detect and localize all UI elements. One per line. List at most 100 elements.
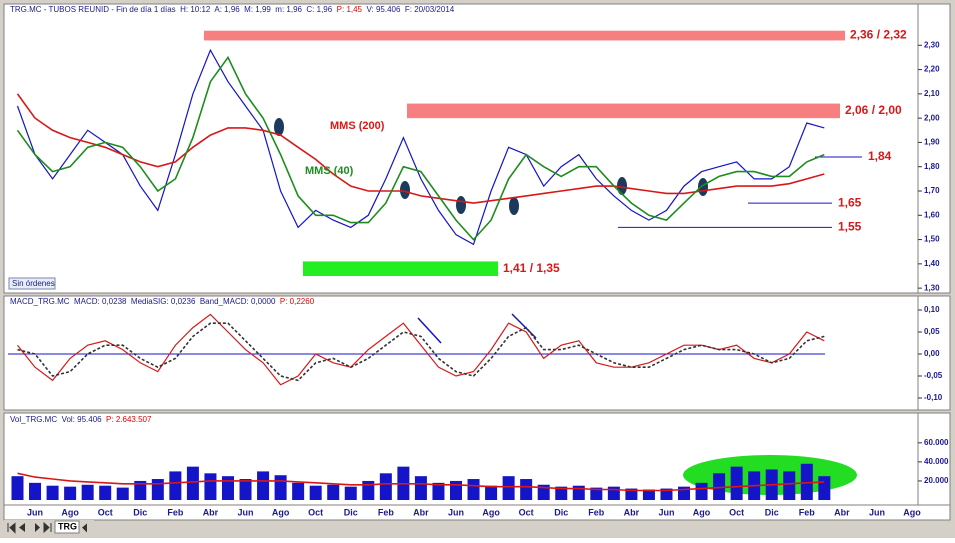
bar [186, 466, 199, 500]
x-tick-label: Ago [61, 507, 79, 517]
y-tick-label: 1,80 [924, 162, 940, 171]
y-tick-label: -0,05 [924, 371, 943, 380]
x-tick-label: Dic [344, 507, 358, 517]
zone-label: 2,36 / 2,32 [850, 28, 907, 42]
x-tick-label: Feb [167, 507, 184, 517]
nav-next[interactable] [35, 523, 40, 532]
bar [520, 479, 533, 500]
series-line [16, 55, 825, 241]
header-part: P: 1,45 [337, 5, 363, 14]
bar [414, 476, 427, 500]
button-box[interactable] [8, 277, 56, 290]
y-tick-label: 1,30 [924, 283, 940, 292]
bar [239, 479, 252, 500]
bar [362, 480, 375, 500]
bar [642, 489, 655, 500]
x-tick-label: Oct [729, 507, 744, 517]
x-tick-label: Abr [834, 507, 850, 517]
bar [625, 488, 638, 500]
header-part: MACD_TRG.MC MACD: 0,0238 MediaSIG: 0,023… [10, 297, 280, 306]
y-tick-label: 60.000 [924, 438, 949, 447]
tab[interactable] [54, 520, 80, 534]
bar [800, 463, 813, 500]
nav-last[interactable] [43, 521, 52, 534]
nav-first[interactable] [7, 522, 16, 534]
bar [607, 486, 620, 500]
bar [327, 484, 340, 500]
bar [46, 485, 59, 500]
y-tick-label: 2,20 [924, 65, 940, 74]
bar [81, 484, 94, 500]
bar [29, 482, 42, 500]
tab-scroll[interactable] [82, 523, 87, 533]
y-tick-label: 2,30 [924, 40, 940, 49]
macd-panel [3, 295, 951, 411]
cross-marker [509, 197, 519, 215]
series-label: MMS (200) [330, 120, 385, 132]
bar [116, 487, 129, 500]
x-tick-label: Oct [519, 507, 534, 517]
x-tick-label: Ago [482, 507, 500, 517]
button-label[interactable]: Sin órdenes [12, 279, 55, 288]
bar [590, 487, 603, 500]
cross-marker [698, 178, 708, 196]
level-label: 1,65 [838, 195, 862, 209]
x-tick-label: Abr [413, 507, 429, 517]
zone [407, 103, 840, 119]
level-label: 1,55 [838, 220, 862, 234]
bar [502, 476, 515, 500]
nav-prev[interactable] [19, 523, 25, 532]
zone-label: 2,06 / 2,00 [845, 103, 902, 117]
bar [783, 471, 796, 500]
y-tick-label: 2,00 [924, 113, 940, 122]
bar [99, 485, 112, 500]
header-part: P: 0,2260 [280, 297, 315, 306]
bar [64, 486, 77, 500]
bar [467, 479, 480, 500]
cross-marker [400, 181, 410, 199]
zone [303, 261, 498, 276]
button[interactable]: Sin órdenes [8, 277, 56, 290]
y-tick-label: 1,90 [924, 138, 940, 147]
price-panel [3, 3, 951, 294]
x-tick-label: Feb [799, 507, 816, 517]
panel-header: MACD_TRG.MC MACD: 0,0238 MediaSIG: 0,023… [10, 297, 315, 306]
bar [257, 471, 270, 500]
bar [151, 479, 164, 500]
bar [660, 488, 673, 500]
tab-label[interactable]: TRG [58, 521, 77, 531]
x-tick-label: Feb [378, 507, 395, 517]
y-tick-label: 1,70 [924, 186, 940, 195]
x-tick-label: Jun [238, 507, 254, 517]
x-tick-label: Feb [588, 507, 605, 517]
x-tick-label: Dic [765, 507, 779, 517]
x-tick-label: Ago [903, 507, 921, 517]
x-tick-label: Abr [203, 507, 219, 517]
bar [730, 466, 743, 500]
series-line [16, 48, 825, 246]
x-tick-label: Dic [133, 507, 147, 517]
bar [11, 476, 24, 500]
zone [204, 30, 845, 41]
y-tick-label: 2,10 [924, 89, 940, 98]
bar [432, 482, 445, 500]
series-line [17, 322, 825, 382]
level-label: 1,84 [868, 149, 892, 163]
header-part: Vol_TRG.MC Vol: 95.406 [10, 415, 106, 424]
bar [818, 476, 831, 500]
bar [450, 480, 462, 500]
y-tick-label: 0,00 [924, 349, 940, 358]
y-tick-label: 1,50 [924, 235, 940, 244]
header-part: V: 95.406 F: 20/03/2014 [362, 5, 455, 14]
zone-label: 1,41 / 1,35 [503, 261, 560, 275]
divergence-line [417, 317, 442, 344]
y-tick-label: 0,05 [924, 327, 940, 336]
header-part: P: 2.643.507 [106, 415, 152, 424]
x-tick-label: Dic [554, 507, 568, 517]
series-line [17, 313, 825, 386]
x-tick-label: Jun [448, 507, 464, 517]
bar [309, 485, 322, 500]
y-tick-label: 20.000 [924, 476, 949, 485]
bar [169, 471, 182, 500]
